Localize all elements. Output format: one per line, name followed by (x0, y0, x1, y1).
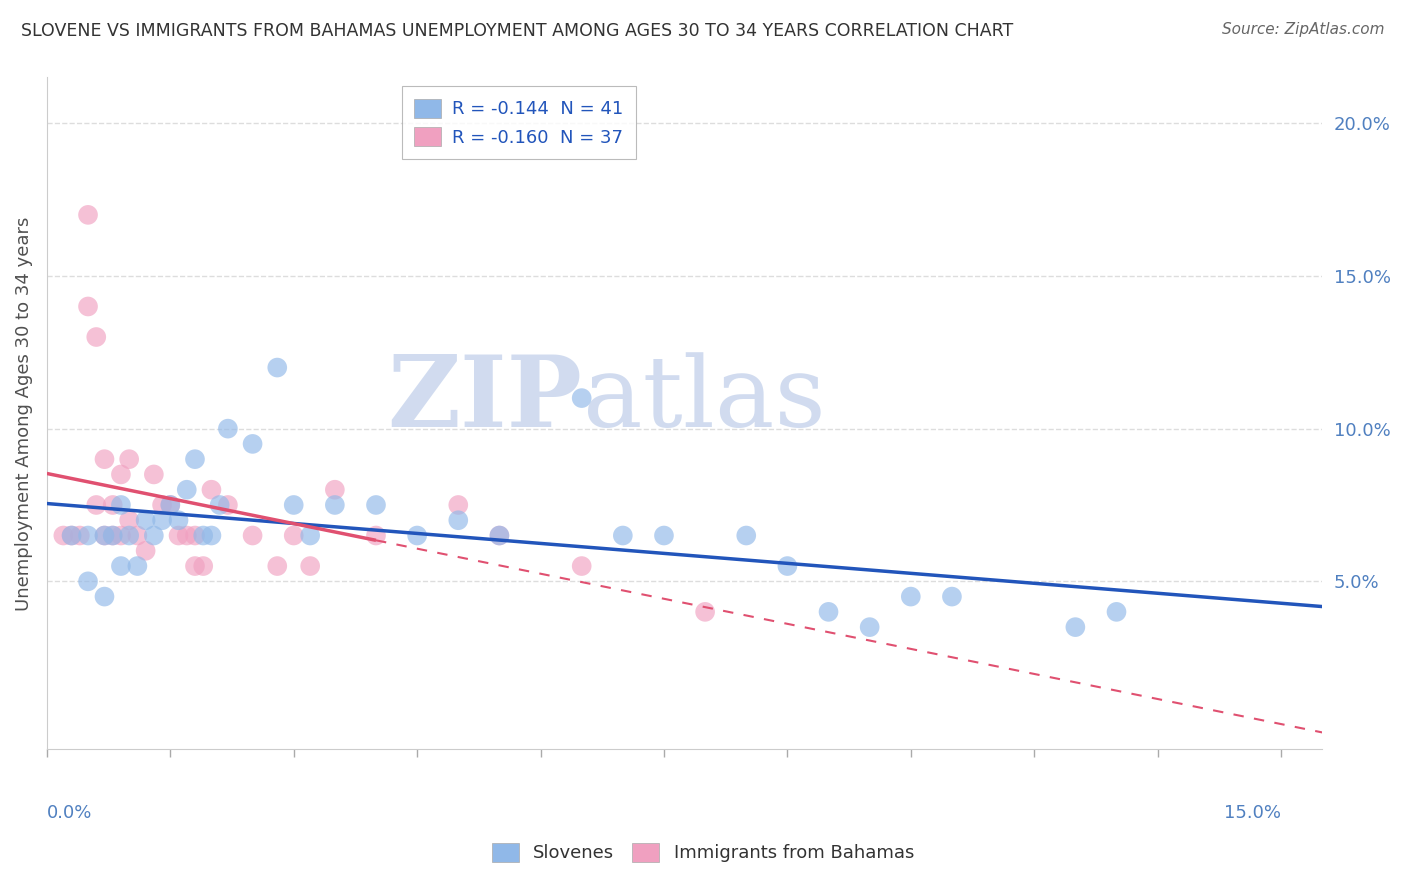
Point (52, 528, 75, 542)
Point (184, 528, 207, 542)
Point (77, 300, 100, 314)
Point (176, 483, 198, 497)
Legend: R = -0.144  N = 41, R = -0.160  N = 37: R = -0.144 N = 41, R = -0.160 N = 37 (402, 87, 636, 160)
Point (101, 528, 124, 542)
Point (447, 513, 470, 527)
Point (84, 498, 107, 512)
Point (488, 528, 510, 542)
Point (612, 528, 634, 542)
Point (941, 590, 963, 604)
Point (652, 528, 675, 542)
Point (571, 391, 593, 405)
Text: ZIP: ZIP (388, 351, 582, 449)
Point (447, 498, 470, 512)
Point (159, 498, 181, 512)
Point (101, 498, 124, 512)
Point (406, 528, 429, 542)
Text: Source: ZipAtlas.com: Source: ZipAtlas.com (1222, 22, 1385, 37)
Point (167, 528, 190, 542)
Point (135, 513, 157, 527)
Point (283, 528, 305, 542)
Point (60, 528, 83, 542)
Point (127, 559, 149, 574)
Point (242, 437, 264, 451)
Point (142, 528, 165, 542)
Point (208, 498, 231, 512)
Point (299, 528, 322, 542)
Point (118, 452, 141, 467)
Point (167, 513, 190, 527)
Point (150, 513, 173, 527)
Point (118, 513, 141, 527)
Point (364, 528, 387, 542)
Point (571, 559, 593, 574)
Point (184, 452, 207, 467)
Point (817, 605, 839, 619)
Point (93, 528, 115, 542)
Point (77, 528, 100, 542)
Point (200, 483, 222, 497)
Point (266, 360, 288, 375)
Text: SLOVENE VS IMMIGRANTS FROM BAHAMAS UNEMPLOYMENT AMONG AGES 30 TO 34 YEARS CORREL: SLOVENE VS IMMIGRANTS FROM BAHAMAS UNEMP… (21, 22, 1014, 40)
Point (323, 498, 346, 512)
Point (93, 528, 115, 542)
Point (488, 528, 510, 542)
Point (283, 498, 305, 512)
Point (299, 559, 322, 574)
Point (266, 559, 288, 574)
Point (735, 528, 758, 542)
Point (217, 422, 239, 436)
Point (859, 620, 882, 634)
Point (176, 528, 198, 542)
Point (135, 543, 157, 558)
Point (84, 330, 107, 344)
Point (200, 528, 222, 542)
Legend: Slovenes, Immigrants from Bahamas: Slovenes, Immigrants from Bahamas (485, 836, 921, 870)
Point (110, 467, 132, 482)
Point (323, 483, 346, 497)
Point (193, 528, 215, 542)
Text: 15.0%: 15.0% (1225, 805, 1281, 822)
Point (93, 452, 115, 467)
Point (364, 498, 387, 512)
Point (159, 498, 181, 512)
Point (110, 528, 132, 542)
Text: 0.0%: 0.0% (46, 805, 93, 822)
Point (1105, 605, 1128, 619)
Point (142, 467, 165, 482)
Text: atlas: atlas (582, 352, 825, 448)
Point (695, 605, 717, 619)
Point (110, 559, 132, 574)
Point (110, 498, 132, 512)
Point (193, 559, 215, 574)
Point (242, 528, 264, 542)
Point (118, 528, 141, 542)
Point (77, 574, 100, 589)
Point (93, 590, 115, 604)
Point (1064, 620, 1087, 634)
Y-axis label: Unemployment Among Ages 30 to 34 years: Unemployment Among Ages 30 to 34 years (15, 216, 32, 610)
Point (150, 498, 173, 512)
Point (77, 208, 100, 222)
Point (69, 528, 91, 542)
Point (127, 528, 149, 542)
Point (900, 590, 922, 604)
Point (60, 528, 83, 542)
Point (101, 528, 124, 542)
Point (217, 498, 239, 512)
Point (184, 559, 207, 574)
Point (776, 559, 799, 574)
